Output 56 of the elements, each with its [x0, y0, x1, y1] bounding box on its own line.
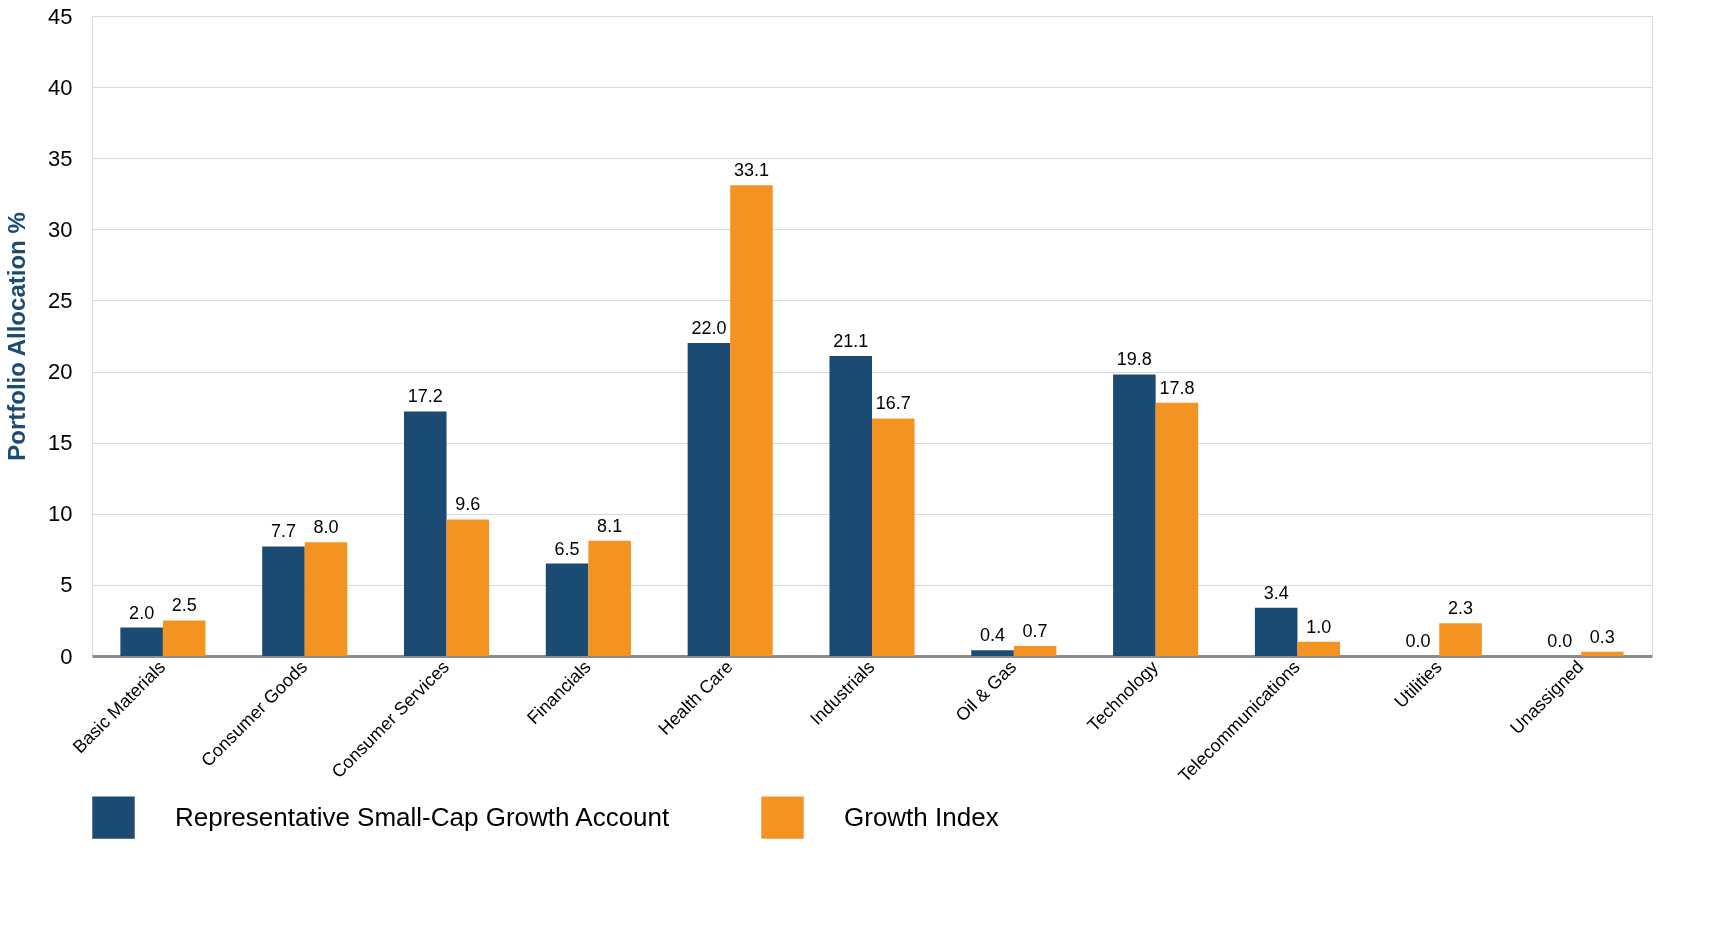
data-label: 6.5 — [554, 538, 580, 559]
bar — [1581, 651, 1624, 656]
data-label: 0.7 — [1022, 621, 1048, 642]
y-tick-label: 30 — [48, 216, 73, 242]
bar — [1155, 402, 1199, 656]
legend-label: Representative Small-Cap Growth Account — [175, 801, 670, 832]
bar — [730, 185, 773, 656]
y-tick-label: 0 — [60, 643, 73, 669]
bar — [872, 418, 915, 656]
y-tick-label: 45 — [48, 3, 73, 29]
data-label: 0.4 — [980, 625, 1006, 646]
y-tick-label: 25 — [48, 287, 73, 313]
data-label: 19.8 — [1116, 349, 1152, 370]
y-tick-label: 5 — [60, 572, 73, 598]
data-label: 33.1 — [733, 160, 769, 181]
bar — [687, 343, 731, 656]
data-label: 8.1 — [597, 515, 623, 536]
data-label: 8.0 — [313, 517, 339, 538]
bar — [545, 563, 589, 656]
bar — [1439, 623, 1482, 656]
bar — [1297, 641, 1340, 656]
data-label: 2.5 — [171, 595, 197, 616]
y-tick-label: 35 — [48, 145, 73, 171]
data-label: 2.0 — [129, 602, 155, 623]
data-label: 16.7 — [875, 393, 911, 414]
bar — [262, 546, 305, 656]
bar — [404, 411, 447, 656]
data-label: 17.2 — [407, 386, 443, 407]
bar — [1254, 607, 1298, 656]
bar — [588, 540, 631, 656]
y-tick-label: 20 — [48, 359, 73, 385]
bar — [304, 542, 348, 656]
y-tick-label: 40 — [48, 74, 73, 100]
data-label: 9.6 — [455, 494, 481, 515]
y-tick-label: 15 — [48, 430, 73, 456]
data-label: 21.1 — [833, 330, 869, 351]
data-label: 17.8 — [1159, 377, 1195, 398]
y-tick-label: 10 — [48, 501, 73, 527]
data-label: 7.7 — [270, 521, 296, 542]
bar — [446, 519, 490, 656]
x-tick-label: Oil & Gas — [951, 656, 1021, 726]
bar — [162, 620, 206, 656]
y-axis-title: Portfolio Allocation % — [3, 212, 31, 461]
bar — [829, 355, 872, 656]
data-label: 1.0 — [1306, 616, 1332, 637]
data-label: 0.3 — [1589, 626, 1615, 647]
data-label: 0.0 — [1547, 631, 1573, 651]
bar — [120, 627, 163, 656]
bar — [971, 650, 1014, 656]
legend-label: Growth Index — [844, 801, 999, 832]
data-label: 22.0 — [691, 318, 727, 339]
bar — [1013, 646, 1057, 656]
data-label: 2.3 — [1448, 598, 1474, 619]
bar — [1113, 374, 1156, 656]
data-label: 3.4 — [1263, 582, 1289, 603]
data-label: 0.0 — [1405, 631, 1431, 651]
